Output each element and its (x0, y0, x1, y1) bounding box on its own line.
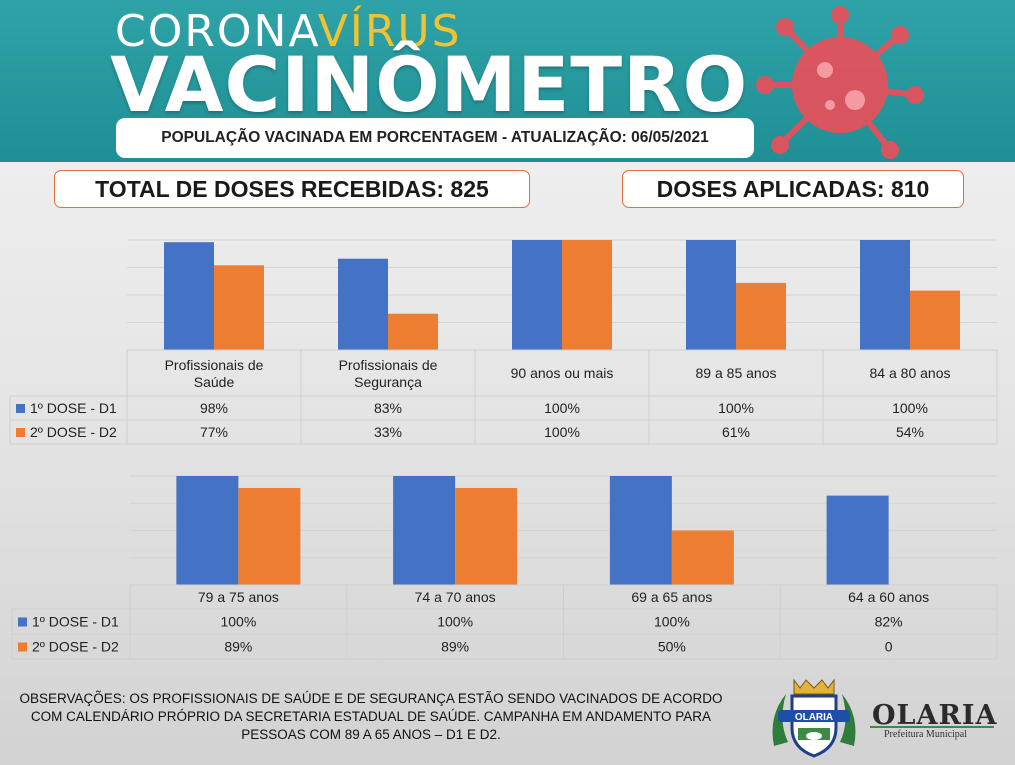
bar-dose1 (176, 476, 239, 585)
value-cell: 100% (220, 614, 256, 630)
value-cell: 89% (441, 639, 469, 655)
bar-dose1 (686, 240, 736, 350)
value-cell: 100% (718, 400, 754, 416)
bar-dose2 (910, 290, 960, 350)
category-label: 74 a 70 anos (415, 589, 496, 605)
virus-icon (756, 6, 924, 159)
category-label: 84 a 80 anos (870, 365, 951, 381)
bar-dose2 (214, 265, 264, 350)
category-label: 79 a 75 anos (198, 589, 279, 605)
value-cell: 0 (885, 639, 893, 655)
legend-swatch-dose1 (16, 404, 25, 413)
series-name: 2º DOSE - D2 (30, 424, 117, 440)
bar-dose1 (393, 476, 456, 585)
bar-dose1 (512, 240, 562, 350)
bar-dose1 (609, 476, 672, 585)
total-received-box: TOTAL DE DOSES RECEBIDAS: 825 (54, 170, 530, 208)
header-banner: CORONAVÍRUS VACINÔMETRO POPULAÇÃO VACINA… (0, 0, 1015, 162)
chart-group-1: Profissionais de Saúde Profissionais de Seg… (9, 239, 998, 445)
bar-dose1 (826, 495, 889, 585)
org-name: OLARIA (872, 700, 998, 731)
series-name: 1º DOSE - D1 (32, 614, 119, 630)
bar-dose2 (671, 530, 734, 585)
category-label: 69 a 65 anos (631, 589, 712, 605)
bar-dose2 (562, 240, 612, 350)
org-subtitle: Prefeitura Municipal (884, 729, 968, 740)
value-cell: 89% (224, 639, 252, 655)
value-cell: 100% (654, 614, 690, 630)
value-cell: 83% (374, 400, 402, 416)
value-cell: 61% (722, 424, 750, 440)
category-label: 89 a 85 anos (696, 365, 777, 381)
doses-applied-box: DOSES APLICADAS: 810 (622, 170, 964, 208)
olaria-coat-of-arms-icon: OLARIA (772, 678, 856, 758)
value-cell: 33% (374, 424, 402, 440)
series-name: 1º DOSE - D1 (30, 400, 117, 416)
chart-group-2: 79 a 75 anos 74 a 70 anos 69 a 65 anos 64 a… (11, 475, 998, 660)
category-label: Profissionais de Saúde (165, 357, 264, 390)
brand-part-virus: VÍRUS (317, 6, 462, 57)
bar-dose1 (164, 242, 214, 350)
org-divider (870, 726, 994, 728)
value-cell: 100% (437, 614, 473, 630)
bar-dose2 (388, 313, 438, 350)
category-label: 90 anos ou mais (511, 365, 614, 381)
logo-banner-text: OLARIA (795, 712, 833, 723)
legend-swatch-dose2 (18, 642, 27, 652)
value-cell: 77% (200, 424, 228, 440)
observations-note: OBSERVAÇÕES: OS PROFISSIONAIS DE SAÚDE E… (19, 691, 723, 742)
value-cell: 50% (658, 639, 686, 655)
bar-dose2 (455, 487, 518, 585)
value-cell: 100% (544, 424, 580, 440)
value-cell: 100% (544, 400, 580, 416)
bar-dose1 (860, 240, 910, 350)
category-label: Profissionais de Segurança (339, 357, 438, 390)
bar-dose1 (338, 258, 388, 350)
value-cell: 100% (892, 400, 928, 416)
series-name: 2º DOSE - D2 (32, 639, 119, 655)
legend-swatch-dose2 (16, 428, 25, 437)
brand-part-corona: CORONA (115, 6, 318, 57)
category-label: 64 a 60 anos (848, 589, 929, 605)
brand-title: VACINÔMETRO (110, 40, 749, 129)
brand-subtitle: CORONAVÍRUS (115, 6, 462, 57)
value-cell: 98% (200, 400, 228, 416)
bar-dose2 (736, 282, 786, 350)
bar-dose2 (238, 487, 301, 585)
value-cell: 54% (896, 424, 924, 440)
update-banner: POPULAÇÃO VACINADA EM PORCENTAGEM - ATUA… (116, 118, 754, 158)
value-cell: 82% (875, 614, 903, 630)
legend-swatch-dose1 (18, 617, 27, 627)
